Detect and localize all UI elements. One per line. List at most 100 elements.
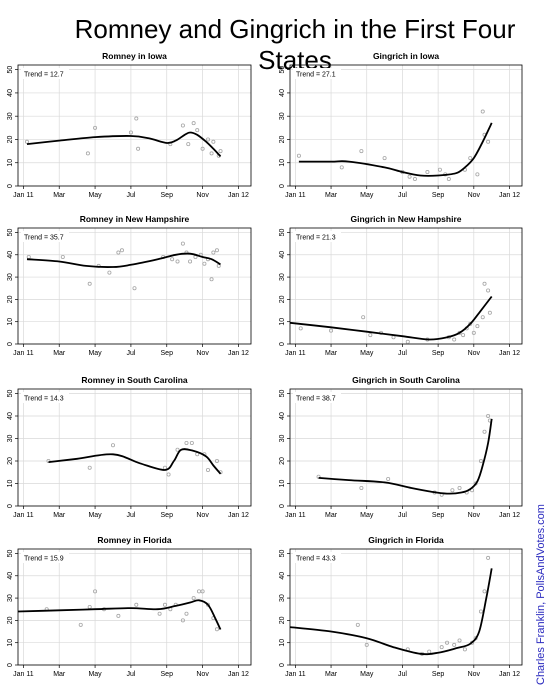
- y-tick-label: 40: [7, 251, 14, 259]
- y-tick-label: 10: [279, 318, 286, 326]
- y-tick-label: 0: [7, 663, 14, 667]
- trend-label: Trend = 43.3: [296, 556, 336, 563]
- poll-point: [407, 174, 412, 179]
- poll-point: [214, 458, 219, 463]
- y-tick-label: 50: [7, 390, 14, 398]
- x-tick-label: Jan 11: [13, 192, 34, 199]
- poll-point: [218, 149, 223, 154]
- y-tick-label: 30: [279, 435, 286, 443]
- x-tick-label: May: [88, 192, 102, 199]
- poll-point: [116, 613, 121, 618]
- poll-point: [205, 137, 210, 142]
- trend-label-box: [21, 68, 69, 79]
- poll-point: [128, 130, 133, 135]
- main-title: Romney and Gingrich in the First Four St…: [74, 14, 516, 75]
- panel-5: Romney in South Carolina Jan 11 Mar May Jul S…: [7, 375, 252, 519]
- poll-point: [87, 281, 92, 286]
- panel-8: Gingrich in Florida Jan 11 Mar May Jul Sep Nov…: [279, 535, 523, 678]
- y-tick-label: 0: [279, 504, 286, 508]
- poll-point: [386, 476, 391, 481]
- poll-point: [425, 170, 430, 175]
- trend-label: Trend = 27.1: [296, 72, 336, 79]
- x-tick-label: Jul: [126, 192, 135, 199]
- y-tick-label: 20: [279, 457, 286, 465]
- poll-point: [202, 261, 207, 266]
- poll-point: [475, 324, 480, 329]
- poll-point: [116, 250, 121, 255]
- poll-point: [188, 259, 193, 264]
- x-tick-label: Jan 12: [499, 512, 520, 519]
- trend-label-box: [21, 552, 69, 563]
- y-tick-label: 50: [279, 228, 286, 236]
- trend-line: [298, 122, 493, 177]
- y-tick-label: 50: [7, 228, 14, 236]
- y-tick-label: 0: [279, 663, 286, 667]
- poll-point: [85, 151, 90, 156]
- x-tick-label: Jul: [126, 350, 135, 357]
- poll-point: [87, 465, 92, 470]
- x-tick-label: Mar: [53, 512, 66, 519]
- panel-1: Romney in Iowa Jan 11 Mar May Jul Sep Nov Jan 1…: [7, 51, 252, 199]
- trend-line: [17, 599, 222, 630]
- poll-point: [462, 647, 467, 652]
- x-tick-label: May: [360, 350, 374, 357]
- y-tick-label: 20: [7, 457, 14, 465]
- y-tick-label: 50: [7, 549, 14, 557]
- panel-title: Gingrich in South Carolina: [352, 375, 460, 385]
- poll-point: [87, 605, 92, 610]
- poll-point: [157, 611, 162, 616]
- y-tick-label: 20: [279, 616, 286, 624]
- x-tick-label: Jan 11: [13, 512, 34, 519]
- x-tick-label: Mar: [325, 350, 338, 357]
- trend-label: Trend = 15.9: [24, 556, 64, 563]
- x-tick-label: Sep: [161, 350, 174, 357]
- poll-point: [391, 335, 396, 340]
- poll-point: [175, 447, 180, 452]
- poll-point: [162, 602, 167, 607]
- x-tick-label: Jan 12: [228, 671, 249, 678]
- panel-2: Gingrich in Iowa Jan 11 Mar May Jul Sep Nov Jan…: [279, 51, 523, 199]
- y-tick-label: 40: [279, 251, 286, 259]
- x-tick-label: Sep: [432, 671, 445, 678]
- poll-point: [180, 618, 185, 623]
- x-tick-label: Sep: [432, 512, 445, 519]
- poll-point: [93, 125, 98, 130]
- x-tick-label: Jan 11: [13, 671, 34, 678]
- x-tick-label: Nov: [468, 192, 481, 199]
- y-tick-label: 20: [7, 135, 14, 143]
- poll-point: [136, 146, 141, 151]
- panel-title: Gingrich in Florida: [368, 535, 444, 545]
- x-tick-label: Sep: [432, 350, 445, 357]
- x-tick-label: Mar: [325, 192, 338, 199]
- trend-label: Trend = 35.7: [24, 235, 64, 242]
- x-tick-label: Mar: [53, 192, 66, 199]
- poll-point: [368, 333, 373, 338]
- y-tick-label: 10: [279, 639, 286, 647]
- x-tick-label: Sep: [161, 512, 174, 519]
- poll-point: [162, 465, 167, 470]
- plot-frame: [17, 227, 252, 345]
- poll-point: [468, 156, 473, 161]
- y-tick-label: 10: [7, 480, 14, 488]
- x-tick-label: May: [360, 512, 374, 519]
- poll-point: [486, 139, 491, 144]
- poll-point: [486, 288, 491, 293]
- plot-frame: [289, 548, 523, 666]
- x-tick-label: Jan 12: [499, 192, 520, 199]
- poll-point: [461, 333, 466, 338]
- poll-point: [478, 458, 483, 463]
- trend-label: Trend = 38.7: [296, 396, 336, 403]
- poll-point: [214, 627, 219, 632]
- y-tick-label: 50: [279, 66, 286, 74]
- y-tick-label: 10: [7, 159, 14, 167]
- y-tick-label: 30: [7, 273, 14, 281]
- trend-label-box: [293, 68, 341, 79]
- panel-7: Romney in Florida Jan 11 Mar May Jul Sep Nov Ja…: [7, 535, 252, 678]
- x-tick-label: Jan 12: [499, 350, 520, 357]
- x-tick-label: May: [88, 671, 102, 678]
- y-tick-label: 50: [7, 66, 14, 74]
- poll-point: [46, 458, 51, 463]
- y-tick-label: 40: [7, 89, 14, 97]
- trend-label: Trend = 14.3: [24, 396, 64, 403]
